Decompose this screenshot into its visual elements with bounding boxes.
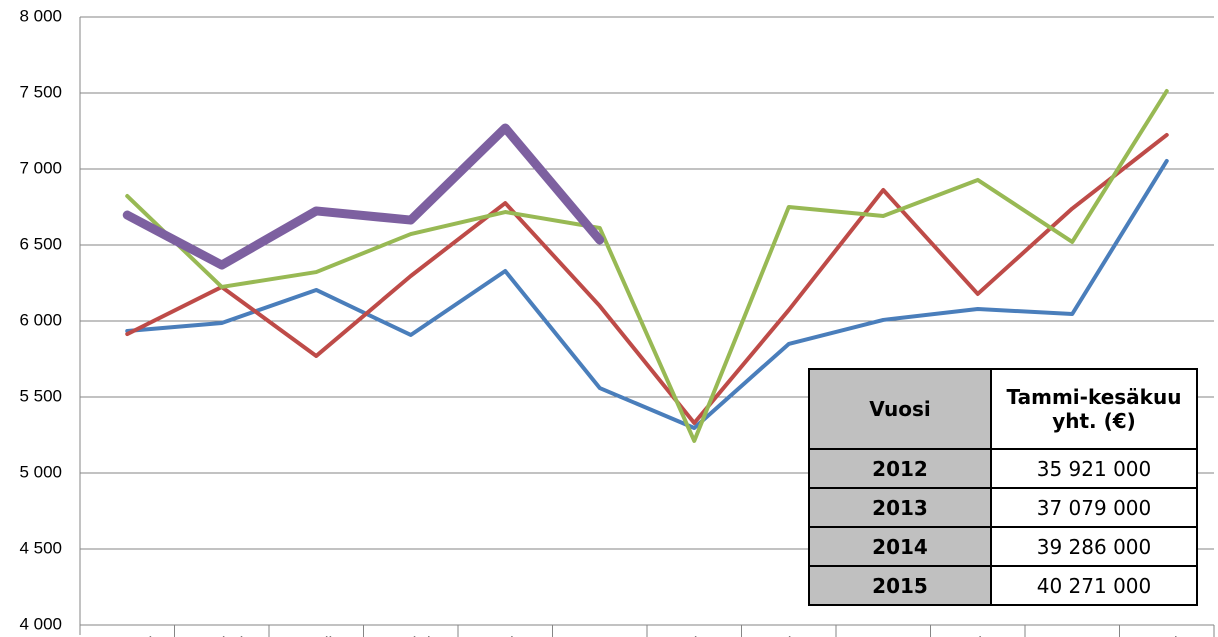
table-cell: 35 921 000 <box>990 448 1198 489</box>
x-tick-label: Helmi <box>200 633 243 637</box>
x-tick-label: Maalis <box>292 633 341 637</box>
x-tick-label: Tammi <box>102 633 152 637</box>
header-cell: Tammi-kesäkuu yht. (€) <box>990 368 1198 450</box>
table-cell: 37 079 000 <box>990 487 1198 528</box>
table-cell: 39 286 000 <box>990 526 1198 567</box>
y-tick-label: 6 000 <box>19 310 62 329</box>
series-line <box>125 158 1169 431</box>
y-tick-label: 8 000 <box>19 6 62 25</box>
header-cell: Vuosi <box>808 368 992 450</box>
x-tick-label: Joulu <box>1146 633 1187 637</box>
table-cell: 40 271 000 <box>990 565 1198 606</box>
y-tick-label: 5 000 <box>19 462 62 481</box>
table-row: 2014 39 286 000 <box>808 526 1198 567</box>
summary-table: Vuosi Tammi-kesäkuu yht. (€) 2012 35 921 … <box>808 368 1198 606</box>
x-tick-label: Marras <box>1046 633 1099 637</box>
table-row: 2012 35 921 000 <box>808 448 1198 489</box>
series-line <box>122 123 605 270</box>
y-tick-label: 5 500 <box>19 386 62 405</box>
x-tick-label: Heinä <box>672 633 717 637</box>
x-tick-label: Huhti <box>391 633 431 637</box>
x-tick-label: Kesä <box>580 633 619 637</box>
x-tick-label: Elo <box>776 633 801 637</box>
series-line <box>125 132 1169 425</box>
y-tick-label: 4 000 <box>19 614 62 633</box>
table-cell: 2013 <box>808 487 992 528</box>
table-cell: 2014 <box>808 526 992 567</box>
series-line <box>125 89 1169 443</box>
table-cell: 2015 <box>808 565 992 606</box>
table-row: 2015 40 271 000 <box>808 565 1198 606</box>
table-row: 2013 37 079 000 <box>808 487 1198 528</box>
x-tick-label: Loka <box>959 633 996 637</box>
x-tick-label: Syys <box>865 633 902 637</box>
y-tick-label: 6 500 <box>19 234 62 253</box>
y-tick-label: 7 500 <box>19 82 62 101</box>
table-header: Vuosi Tammi-kesäkuu yht. (€) <box>808 368 1198 450</box>
x-tick-label: Touko <box>483 633 528 637</box>
y-tick-label: 7 000 <box>19 158 62 177</box>
table-cell: 2012 <box>808 448 992 489</box>
y-tick-label: 4 500 <box>19 538 62 557</box>
